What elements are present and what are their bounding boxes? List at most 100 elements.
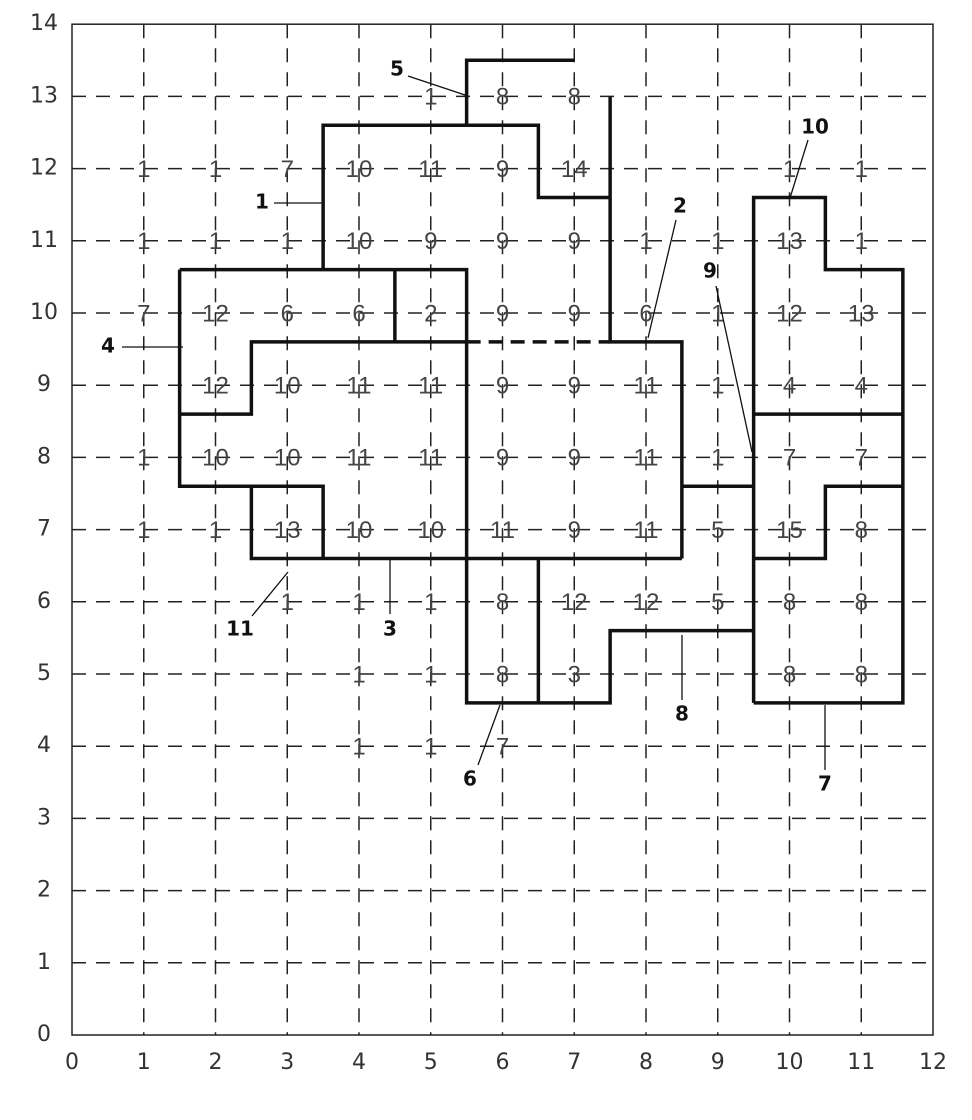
x-tick-label: 3 [280, 1050, 294, 1075]
cell-value: 13 [274, 517, 301, 544]
y-tick-label: 8 [37, 444, 51, 469]
x-tick-label: 1 [137, 1050, 151, 1075]
cell-value: 1 [352, 661, 365, 688]
cell-value: 1 [281, 589, 294, 616]
cell-value: 10 [346, 228, 373, 255]
cell-value: 1 [209, 517, 222, 544]
y-tick-label: 0 [37, 1022, 51, 1047]
cell-value: 8 [783, 661, 796, 688]
boundary-label: 11 [226, 617, 254, 641]
y-tick-label: 7 [37, 517, 51, 542]
x-tick-label: 2 [209, 1050, 223, 1075]
cell-value: 1 [711, 228, 724, 255]
cell-value: 10 [346, 156, 373, 183]
cell-value: 11 [347, 445, 372, 472]
cell-value: 14 [561, 156, 588, 183]
cell-value: 1 [137, 228, 150, 255]
boundary [464, 341, 754, 705]
cell-value: 1 [855, 156, 868, 183]
cell-value: 4 [855, 373, 868, 400]
y-tick-label: 5 [37, 661, 51, 686]
y-tick-label: 1 [37, 950, 51, 975]
cell-value: 8 [568, 84, 581, 111]
y-tick-label: 2 [37, 878, 51, 903]
cell-value: 1 [281, 228, 294, 255]
boundary-label: 3 [383, 617, 397, 641]
cell-value: 7 [496, 734, 509, 761]
cell-value: 12 [202, 300, 229, 327]
cell-value: 11 [418, 373, 443, 400]
cell-value: 11 [490, 517, 515, 544]
cell-value: 1 [424, 661, 437, 688]
cell-value: 1 [855, 228, 868, 255]
y-tick-label: 3 [37, 805, 51, 830]
cell-value: 13 [848, 300, 875, 327]
cell-value: 12 [561, 589, 588, 616]
cell-value: 1 [137, 517, 150, 544]
cell-value: 9 [496, 156, 509, 183]
cell-value: 1 [711, 373, 724, 400]
leader-line [715, 285, 753, 453]
cell-value: 6 [281, 300, 294, 327]
cell-value: 9 [424, 228, 437, 255]
boundary-label: 9 [703, 259, 717, 283]
frame [71, 23, 934, 1036]
leader-line [647, 219, 677, 339]
boundary [179, 340, 467, 416]
leader-line [477, 704, 501, 766]
x-tick-label: 7 [567, 1050, 581, 1075]
cell-value: 11 [634, 517, 659, 544]
cell-value: 7 [783, 445, 796, 472]
cell-value: 1 [424, 84, 437, 111]
cell-value: 10 [346, 517, 373, 544]
cell-value: 9 [496, 373, 509, 400]
cell-value: 9 [568, 300, 581, 327]
cell-value: 8 [855, 517, 868, 544]
cell-value: 4 [783, 373, 796, 400]
boundary [321, 123, 611, 270]
cell-value: 9 [568, 517, 581, 544]
cell-value: 1 [424, 734, 437, 761]
boundary [179, 267, 469, 342]
x-tick-label: 8 [639, 1050, 653, 1075]
cell-value: 2 [424, 300, 437, 327]
y-tick-label: 4 [37, 733, 51, 758]
boundary [751, 195, 905, 705]
cell-value: 8 [783, 589, 796, 616]
boundary [608, 96, 684, 559]
x-tick-label: 10 [776, 1050, 804, 1075]
cell-value: 1 [352, 589, 365, 616]
cell-value: 10 [274, 373, 301, 400]
x-tick-label: 11 [847, 1050, 875, 1075]
leader-line [789, 139, 809, 199]
leader-line [407, 75, 466, 96]
cell-value: 8 [855, 661, 868, 688]
cell-value: 12 [776, 300, 803, 327]
cell-value: 10 [202, 445, 229, 472]
boundary-label: 1 [255, 190, 269, 214]
cell-value: 1 [209, 156, 222, 183]
x-tick-label: 4 [352, 1050, 366, 1075]
y-tick-label: 13 [30, 83, 58, 108]
boundary-label: 6 [463, 767, 477, 791]
cell-value: 7 [281, 156, 294, 183]
y-tick-label: 14 [30, 11, 58, 36]
boundary-label: 5 [390, 57, 404, 81]
boundary [464, 58, 575, 126]
cell-value: 1 [783, 156, 796, 183]
cell-value: 6 [352, 300, 365, 327]
x-tick-label: 5 [424, 1050, 438, 1075]
cell-value: 11 [634, 445, 659, 472]
cell-value: 13 [776, 228, 803, 255]
cell-value: 5 [711, 589, 724, 616]
cell-value: 9 [568, 445, 581, 472]
cell-value: 8 [855, 589, 868, 616]
cell-value: 6 [639, 300, 652, 327]
cell-value: 3 [568, 661, 581, 688]
cell-value: 9 [568, 373, 581, 400]
x-tick-label: 12 [919, 1050, 947, 1075]
cell-value: 9 [496, 300, 509, 327]
cell-value: 9 [496, 445, 509, 472]
y-tick-label: 6 [37, 589, 51, 614]
boundary [753, 484, 903, 561]
